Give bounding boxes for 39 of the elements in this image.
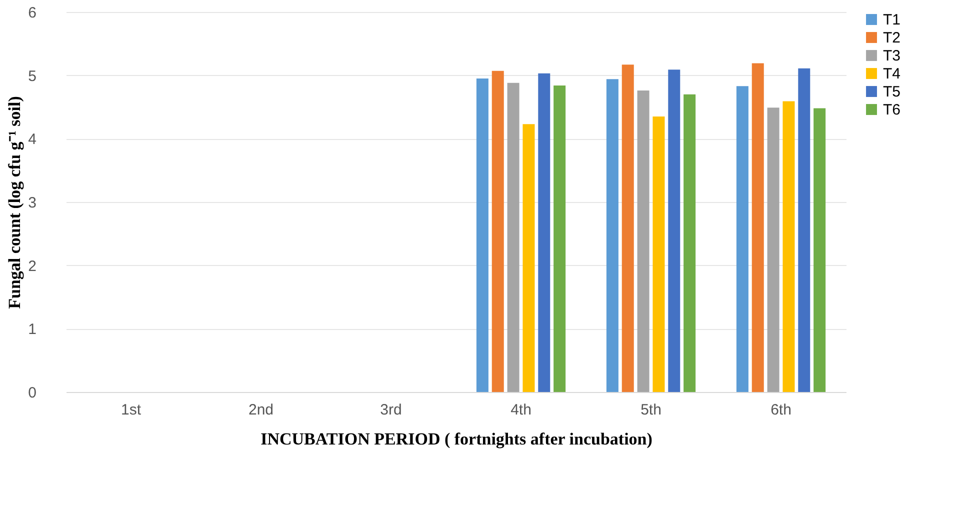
bar	[814, 108, 826, 392]
bar	[652, 116, 665, 392]
y-tick-label: 0	[28, 384, 36, 402]
bar	[554, 85, 566, 392]
x-tick-label: 2nd	[248, 402, 274, 418]
bar	[684, 94, 696, 392]
x-tick-label: 4th	[510, 402, 532, 418]
y-tick-label: 5	[28, 68, 36, 85]
y-axis-title: Fungal count (log cfu g⁻¹ soil)	[5, 96, 24, 309]
x-tick-label: 1st	[120, 402, 142, 418]
y-tick-label: 6	[28, 4, 36, 22]
y-tick-label: 1	[28, 321, 36, 338]
bar	[782, 101, 795, 392]
bar	[606, 79, 618, 392]
legend-label: T3	[883, 48, 901, 64]
x-tick-label: 5th	[640, 402, 662, 418]
y-tick-label: 3	[28, 194, 36, 212]
bar	[538, 73, 550, 392]
bar	[798, 68, 810, 392]
bar	[767, 108, 780, 392]
bar	[637, 90, 650, 392]
bar	[752, 63, 764, 392]
bar	[622, 64, 634, 392]
legend-label: T6	[883, 102, 901, 118]
bar	[476, 78, 488, 392]
bar	[507, 82, 520, 392]
bar	[668, 70, 680, 392]
bar	[736, 86, 748, 392]
x-axis-title: INCUBATION PERIOD ( fortnights after incubation)	[260, 430, 652, 448]
legend-label: T1	[883, 12, 901, 28]
bar	[492, 70, 504, 392]
y-tick-label: 2	[28, 258, 36, 275]
legend-label: T5	[883, 84, 901, 100]
x-tick-label: 3rd	[380, 402, 402, 418]
legend-label: T4	[883, 66, 901, 82]
x-tick-label: 6th	[770, 402, 792, 418]
bar	[522, 124, 535, 392]
y-tick-label: 4	[28, 131, 36, 148]
legend-label: T2	[883, 30, 901, 46]
